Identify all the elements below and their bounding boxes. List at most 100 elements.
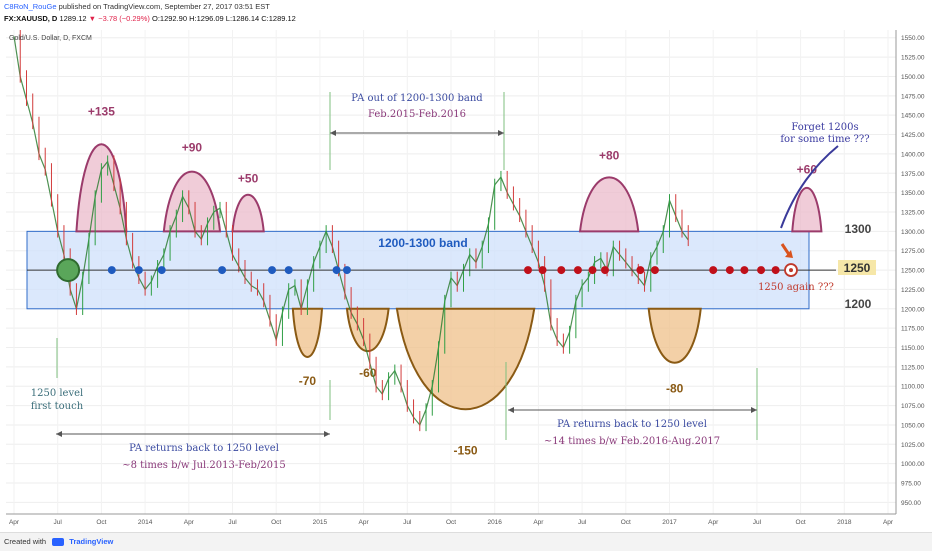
y-tick-label: 1500.00 [901, 74, 925, 81]
x-tick-label: Apr [9, 519, 20, 526]
touch-dot-red [740, 266, 749, 275]
x-tick-label: Oct [446, 519, 456, 526]
band-high-label: 1300 [845, 222, 872, 236]
y-tick-label: 1375.00 [901, 171, 925, 178]
touch-dot-red [757, 266, 766, 275]
arrow-head-left [56, 431, 62, 437]
trough-label: -80 [666, 382, 684, 396]
down-arrow-head [785, 250, 793, 258]
x-tick-label: Jul [54, 519, 63, 526]
current-price-label: 1250 [844, 261, 871, 275]
arrow-head-right [751, 407, 757, 413]
tradingview-link[interactable]: TradingView [69, 537, 114, 546]
symbol-name: FX:XAUUSD, D [4, 14, 58, 23]
pa-out-line1: PA out of 1200-1300 band [351, 93, 483, 104]
touch-dot-blue [107, 266, 116, 275]
y-tick-label: 1125.00 [901, 364, 924, 371]
x-tick-label: Jul [403, 519, 412, 526]
forget-line1: Forget 1200s [791, 122, 858, 133]
symbol-line: FX:XAUUSD, D 1289.12 ▼ −3.78 (−0.29%) O:… [4, 14, 296, 23]
arrow-head-right [498, 130, 504, 136]
trough-hump [647, 307, 702, 364]
x-tick-label: Oct [271, 519, 281, 526]
y-tick-label: 1350.00 [901, 190, 925, 197]
y-tick-label: 1525.00 [901, 55, 925, 62]
author-link[interactable]: C8RoN_RouGe [4, 2, 57, 11]
y-tick-label: 1200.00 [901, 306, 925, 313]
x-tick-label: Oct [796, 519, 806, 526]
first-touch-marker [56, 258, 81, 283]
pa-returns-2-line2: ~14 times b/w Feb.2016-Aug.2017 [544, 436, 720, 447]
peak-hump [791, 186, 823, 233]
forget-line2: for some time ??? [780, 134, 869, 145]
y-axis: 950.00 975.00 1000.00 1025.00 1050.00 1075.00… [901, 35, 925, 507]
first-touch-line1: 1250 level [31, 388, 84, 399]
published-text: published on TradingView.com, September … [58, 2, 270, 11]
annotations [56, 92, 839, 440]
touch-dot-blue [157, 266, 166, 275]
hump-shapes: +135+90+50+80+60-70-60-150-80 [75, 104, 823, 458]
touch-dot-red [600, 266, 609, 275]
touch-dot-red [650, 266, 659, 275]
touch-dot-red [538, 266, 547, 275]
peak-hump [162, 170, 222, 233]
x-tick-label: Jul [228, 519, 237, 526]
peak-hump [231, 194, 265, 233]
x-tick-label: Apr [359, 519, 370, 526]
touch-dot-red [636, 266, 645, 275]
trough-hump [291, 307, 324, 358]
peak-label: +135 [88, 104, 115, 118]
again-label: 1250 again ??? [758, 282, 834, 293]
pa-returns-1-line2: ~8 times b/w Jul.2013-Feb/2015 [122, 460, 286, 471]
y-tick-label: 1400.00 [901, 151, 925, 158]
trough-label: -150 [454, 444, 478, 458]
y-tick-label: 1225.00 [901, 287, 925, 294]
price-series [13, 30, 689, 432]
touch-dot-red [709, 266, 718, 275]
y-tick-label: 1150.00 [901, 345, 924, 352]
instrument-label: Gold/U.S. Dollar, D, FXCM [9, 35, 92, 42]
touch-markers [56, 258, 798, 283]
price-chart[interactable]: +135+90+50+80+60-70-60-150-80 950.00975.… [0, 0, 932, 532]
touch-dot-red [573, 266, 582, 275]
x-tick-label: 2017 [662, 519, 677, 526]
touch-dot-red [588, 266, 597, 275]
price-change: −3.78 (−0.29%) [98, 14, 150, 23]
touch-dot-blue [332, 266, 341, 275]
y-tick-label: 1000.00 [901, 461, 925, 468]
y-tick-label: 1425.00 [901, 132, 925, 139]
arrow-head-right [324, 431, 330, 437]
x-tick-label: 2018 [837, 519, 852, 526]
ohlc-values: O:1292.90 H:1296.09 L:1286.14 C:1289.12 [151, 14, 296, 23]
y-tick-label: 1325.00 [901, 209, 925, 216]
touch-dot-blue [134, 266, 143, 275]
target-center [789, 268, 793, 273]
x-tick-label: Apr [184, 519, 195, 526]
x-tick-label: Oct [96, 519, 106, 526]
trough-hump [395, 307, 536, 411]
touch-dot-red [523, 266, 532, 275]
publish-line: C8RoN_RouGe published on TradingView.com… [4, 2, 270, 11]
forecast-curve [780, 145, 839, 229]
peak-label: +80 [599, 148, 620, 162]
x-tick-label: 2016 [487, 519, 502, 526]
peak-label: +90 [182, 141, 203, 155]
peak-hump [578, 176, 640, 233]
y-tick-label: 1075.00 [901, 403, 925, 410]
down-arrow-icon: ▼ [88, 14, 97, 23]
first-touch-line2: first touch [31, 401, 84, 412]
x-axis: Apr Jul Oct 2014 Apr Jul Oct 2015 Apr Jul Oct 2016 A… [9, 519, 894, 526]
pa-out-line2: Feb.2015-Feb.2016 [368, 109, 466, 120]
touch-dot-red [771, 266, 780, 275]
y-tick-label: 975.00 [901, 481, 921, 488]
touch-dot-blue [284, 266, 293, 275]
touch-dot-red [557, 266, 566, 275]
pa-returns-2-line1: PA returns back to 1250 level [557, 419, 707, 430]
touch-dot-blue [342, 266, 351, 275]
y-tick-label: 1475.00 [901, 93, 925, 100]
footer-bar: Created with TradingView [0, 532, 932, 551]
last-price: 1289.12 [59, 14, 87, 23]
x-tick-label: 2015 [313, 519, 328, 526]
touch-dot-blue [268, 266, 277, 275]
peak-label: +50 [238, 172, 259, 186]
